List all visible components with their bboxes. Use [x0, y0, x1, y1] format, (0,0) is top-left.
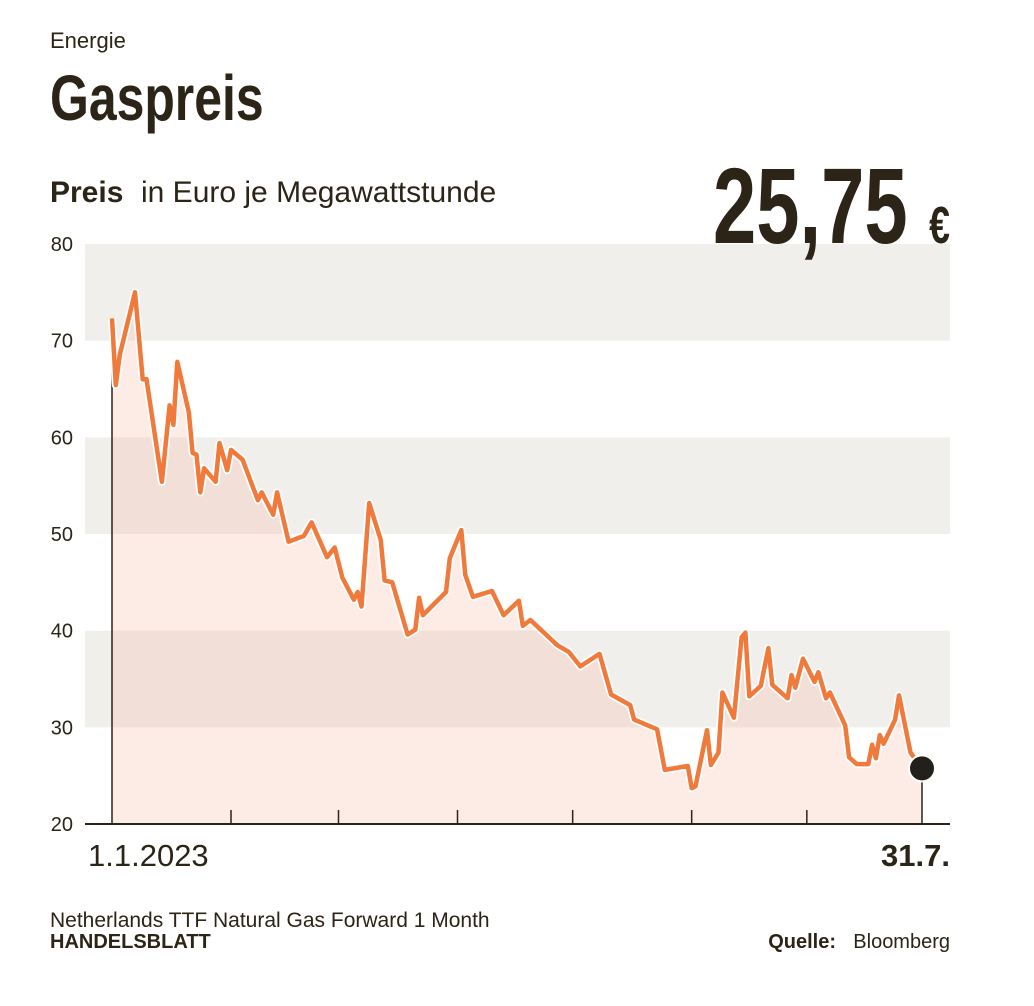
- y-tick-label: 20: [51, 814, 73, 836]
- source: Bloomberg: [853, 931, 950, 953]
- source-label: Quelle:: [768, 931, 836, 953]
- band: [85, 630, 950, 728]
- y-tick-label: 60: [51, 427, 73, 449]
- kicker: Energie: [50, 28, 126, 53]
- y-tick-label: 70: [51, 331, 73, 353]
- x-tick-label: 1.1.2023: [88, 838, 209, 873]
- chart-title: Gaspreis: [50, 63, 264, 134]
- value-label: 25,75 €: [713, 145, 950, 266]
- subtitle-bold: Preis: [50, 176, 123, 209]
- note: Netherlands TTF Natural Gas Forward 1 Mo…: [50, 909, 490, 932]
- y-tick-label: 80: [51, 234, 73, 256]
- band: [85, 244, 950, 341]
- y-tick-label: 50: [51, 524, 73, 546]
- x-tick-label: 31.7.: [881, 838, 950, 873]
- area: [112, 292, 922, 824]
- last-point: [908, 754, 936, 783]
- y-tick-label: 30: [51, 717, 73, 739]
- y-tick-label: 40: [51, 621, 73, 643]
- brand: HANDELSBLATT: [50, 931, 211, 953]
- subtitle: in Euro je Megawattstunde: [141, 176, 496, 209]
- line: [109, 290, 924, 791]
